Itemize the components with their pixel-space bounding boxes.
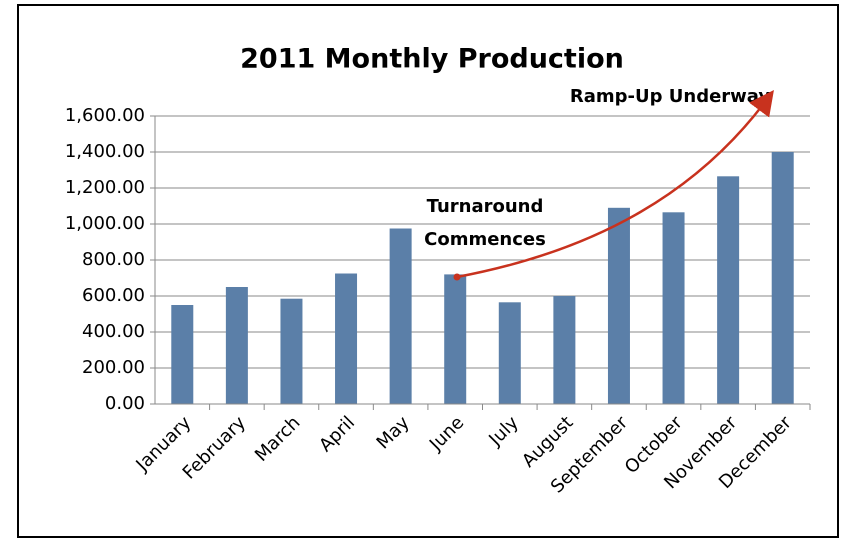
- y-tick-label: 1,000.00: [65, 213, 145, 234]
- annotation: Turnaround: [427, 196, 544, 217]
- bar: [717, 176, 740, 404]
- bar: [171, 305, 194, 404]
- y-tick-label: 0.00: [105, 393, 145, 414]
- y-tick-label: 1,200.00: [65, 177, 145, 198]
- bar: [444, 274, 467, 404]
- bar: [335, 273, 358, 404]
- y-tick-label: 200.00: [82, 357, 145, 378]
- arrow-start: [453, 273, 461, 281]
- bar: [225, 287, 248, 404]
- annotation-arrow: [456, 89, 774, 279]
- chart-title: 2011 Monthly Production: [240, 44, 624, 75]
- y-tick-label: 400.00: [82, 321, 145, 342]
- y-tick-label: 1,600.00: [65, 105, 145, 126]
- bar: [771, 152, 794, 404]
- bar: [280, 298, 303, 404]
- y-tick-label: 800.00: [82, 249, 145, 270]
- bar: [662, 212, 685, 404]
- y-tick-label: 600.00: [82, 285, 145, 306]
- bar: [553, 296, 576, 404]
- y-tick-label: 1,400.00: [65, 141, 145, 162]
- bar: [389, 228, 412, 404]
- bar: [607, 207, 630, 404]
- annotation: Ramp-Up Underway: [570, 86, 771, 107]
- bar: [498, 302, 521, 404]
- annotation: Commences: [424, 229, 546, 250]
